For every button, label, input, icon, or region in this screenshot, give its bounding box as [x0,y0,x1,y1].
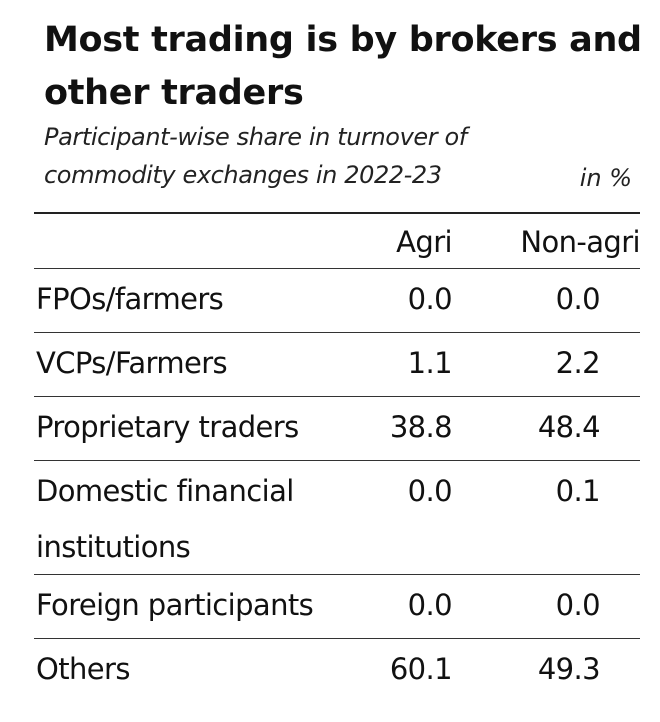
row-label: Proprietary traders [36,410,299,444]
row-label: Foreign participants [36,588,314,622]
cell-agri: 1.1 [407,346,453,380]
chart-subtitle: Participant-wise share in turnover of co… [44,123,467,189]
chart-title: Most trading is by brokers and other tra… [44,20,642,113]
table-row: Others 60.1 49.3 [34,638,640,704]
row-label: Domestic financial institutions [36,474,294,564]
table-row: VCPs/Farmers 1.1 2.2 [34,332,640,396]
row-label: VCPs/Farmers [36,346,228,380]
column-header-nonagri: Non-agri [520,225,640,259]
cell-agri: 0.0 [407,282,453,316]
cell-agri: 0.0 [407,474,453,508]
row-label: FPOs/farmers [36,282,224,316]
cell-nonagri: 49.3 [537,652,601,686]
table-row: Domestic financial institutions 0.0 0.1 [34,460,640,574]
cell-nonagri: 2.2 [555,346,601,380]
cell-agri: 38.8 [389,410,453,444]
row-label: Others [36,652,130,686]
unit-label: in % [579,164,632,192]
cell-nonagri: 0.1 [555,474,601,508]
table-row: FPOs/farmers 0.0 0.0 [34,268,640,332]
cell-nonagri: 0.0 [555,282,601,316]
cell-nonagri: 48.4 [537,410,601,444]
cell-agri: 0.0 [407,588,453,622]
table-row: Proprietary traders 38.8 48.4 [34,396,640,460]
cell-nonagri: 0.0 [555,588,601,622]
column-header-agri: Agri [396,225,452,259]
data-table: Agri Non-agri FPOs/farmers 0.0 0.0 VCPs/… [34,212,641,704]
cell-agri: 60.1 [389,652,453,686]
table-header-row: Agri Non-agri [34,212,641,268]
table-row: Foreign participants 0.0 0.0 [34,574,640,638]
